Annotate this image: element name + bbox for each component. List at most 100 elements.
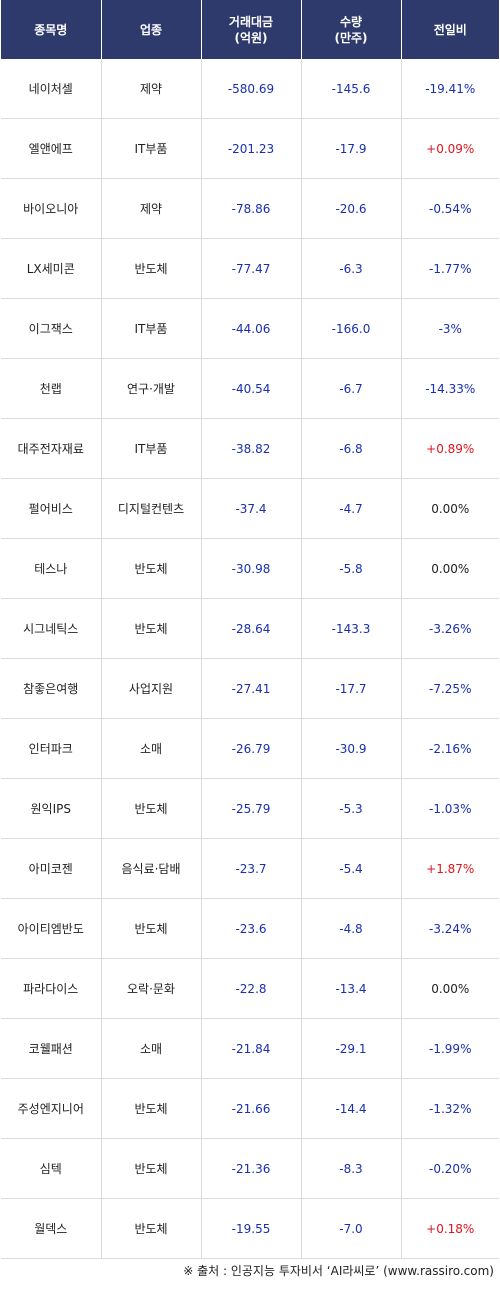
stock-name: 네이처셀 bbox=[1, 59, 102, 119]
trade-amount: -38.82 bbox=[201, 418, 302, 479]
table-row: 코웰패션 소매 -21.84 -29.1 -1.99% bbox=[1, 1018, 499, 1079]
stock-name: 펄어비스 bbox=[1, 478, 102, 539]
stock-sector: 제약 bbox=[101, 59, 202, 119]
trade-amount: -78.86 bbox=[201, 178, 302, 239]
trade-volume: -143.3 bbox=[301, 598, 402, 659]
stock-sector: 소매 bbox=[101, 718, 202, 779]
header-stock-name: 종목명 bbox=[1, 0, 102, 59]
table-row: 펄어비스 디지털컨텐츠 -37.4 -4.7 0.00% bbox=[1, 478, 499, 539]
trade-amount: -26.79 bbox=[201, 718, 302, 779]
trade-volume: -6.3 bbox=[301, 238, 402, 299]
trade-volume: -14.4 bbox=[301, 1078, 402, 1139]
table-row: 네이처셀 제약 -580.69 -145.6 -19.41% bbox=[1, 59, 499, 119]
trade-amount: -27.41 bbox=[201, 658, 302, 719]
table-row: LX세미콘 반도체 -77.47 -6.3 -1.77% bbox=[1, 238, 499, 299]
trade-amount: -23.6 bbox=[201, 898, 302, 959]
table-row: 인터파크 소매 -26.79 -30.9 -2.16% bbox=[1, 718, 499, 779]
change-rate: 0.00% bbox=[401, 958, 499, 1019]
trade-amount: -21.84 bbox=[201, 1018, 302, 1079]
stock-sector: IT부품 bbox=[101, 118, 202, 179]
stock-name: 코웰패션 bbox=[1, 1018, 102, 1079]
trade-volume: -20.6 bbox=[301, 178, 402, 239]
stock-sector: 반도체 bbox=[101, 598, 202, 659]
header-stock-name-label: 종목명 bbox=[34, 22, 68, 37]
stock-table: 종목명 업종 거래대금 (억원) 수량 (만주) 전일비 네이처셀 제약 -580.… bbox=[1, 0, 499, 1259]
change-rate: -2.16% bbox=[401, 718, 499, 779]
change-rate: -0.20% bbox=[401, 1138, 499, 1199]
stock-sector: 반도체 bbox=[101, 1078, 202, 1139]
header-trade-amount: 거래대금 (억원) bbox=[201, 0, 302, 59]
trade-amount: -37.4 bbox=[201, 478, 302, 539]
header-change-rate: 전일비 bbox=[401, 0, 499, 59]
trade-amount: -21.36 bbox=[201, 1138, 302, 1199]
change-rate: -1.99% bbox=[401, 1018, 499, 1079]
change-rate: 0.00% bbox=[401, 538, 499, 599]
trade-amount: -23.7 bbox=[201, 838, 302, 899]
stock-name: 참좋은여행 bbox=[1, 658, 102, 719]
stock-name: 원익IPS bbox=[1, 778, 102, 839]
trade-volume: -7.0 bbox=[301, 1198, 402, 1259]
stock-sector: 반도체 bbox=[101, 538, 202, 599]
table-row: 대주전자재료 IT부품 -38.82 -6.8 +0.89% bbox=[1, 418, 499, 479]
stock-sector: 반도체 bbox=[101, 1198, 202, 1259]
trade-volume: -8.3 bbox=[301, 1138, 402, 1199]
trade-volume: -29.1 bbox=[301, 1018, 402, 1079]
stock-sector: 소매 bbox=[101, 1018, 202, 1079]
stock-name: 대주전자재료 bbox=[1, 418, 102, 479]
table-row: 엘앤에프 IT부품 -201.23 -17.9 +0.09% bbox=[1, 118, 499, 179]
stock-name: 테스나 bbox=[1, 538, 102, 599]
stock-name: 인터파크 bbox=[1, 718, 102, 779]
header-sector: 업종 bbox=[101, 0, 202, 59]
stock-sector: 반도체 bbox=[101, 778, 202, 839]
source-footnote: ※ 출처 : 인공지능 투자비서 ‘AI라씨로’ (www.rassiro.co… bbox=[183, 1264, 494, 1278]
trade-amount: -201.23 bbox=[201, 118, 302, 179]
trade-amount: -40.54 bbox=[201, 358, 302, 419]
stock-name: 엘앤에프 bbox=[1, 118, 102, 179]
change-rate: +0.09% bbox=[401, 118, 499, 179]
change-rate: -19.41% bbox=[401, 59, 499, 119]
stock-sector: 연구·개발 bbox=[101, 358, 202, 419]
stock-sector: IT부품 bbox=[101, 298, 202, 359]
change-rate: +0.18% bbox=[401, 1198, 499, 1259]
stock-sector: 제약 bbox=[101, 178, 202, 239]
change-rate: +0.89% bbox=[401, 418, 499, 479]
stock-name: 바이오니아 bbox=[1, 178, 102, 239]
stock-sector: 오락·문화 bbox=[101, 958, 202, 1019]
table-row: 원익IPS 반도체 -25.79 -5.3 -1.03% bbox=[1, 778, 499, 839]
trade-volume: -17.7 bbox=[301, 658, 402, 719]
trade-volume: -6.7 bbox=[301, 358, 402, 419]
stock-name: 파라다이스 bbox=[1, 958, 102, 1019]
trade-volume: -6.8 bbox=[301, 418, 402, 479]
header-volume-label: 수량 bbox=[339, 14, 363, 29]
table-row: 아미코젠 음식료·담배 -23.7 -5.4 +1.87% bbox=[1, 838, 499, 899]
trade-amount: -28.64 bbox=[201, 598, 302, 659]
stock-sector: 사업지원 bbox=[101, 658, 202, 719]
table-row: 바이오니아 제약 -78.86 -20.6 -0.54% bbox=[1, 178, 499, 239]
trade-amount: -30.98 bbox=[201, 538, 302, 599]
stock-sector: 반도체 bbox=[101, 1138, 202, 1199]
stock-sector: 반도체 bbox=[101, 238, 202, 299]
trade-volume: -5.4 bbox=[301, 838, 402, 899]
change-rate: 0.00% bbox=[401, 478, 499, 539]
change-rate: -1.32% bbox=[401, 1078, 499, 1139]
header-volume: 수량 (만주) bbox=[301, 0, 402, 59]
stock-name: LX세미콘 bbox=[1, 238, 102, 299]
change-rate: +1.87% bbox=[401, 838, 499, 899]
change-rate: -14.33% bbox=[401, 358, 499, 419]
stock-name: 아이티엠반도 bbox=[1, 898, 102, 959]
trade-amount: -580.69 bbox=[201, 59, 302, 119]
table-header: 종목명 업종 거래대금 (억원) 수량 (만주) 전일비 bbox=[1, 0, 499, 59]
header-trade-amount-label: 거래대금 bbox=[228, 14, 274, 29]
table-body: 네이처셀 제약 -580.69 -145.6 -19.41% 엘앤에프 IT부품 -201.… bbox=[1, 59, 499, 1259]
header-volume-unit: (만주) bbox=[334, 30, 368, 45]
table-row: 시그네틱스 반도체 -28.64 -143.3 -3.26% bbox=[1, 598, 499, 659]
header-row: 종목명 업종 거래대금 (억원) 수량 (만주) 전일비 bbox=[1, 0, 499, 59]
header-sector-label: 업종 bbox=[139, 22, 163, 37]
change-rate: -0.54% bbox=[401, 178, 499, 239]
change-rate: -3.24% bbox=[401, 898, 499, 959]
stock-name: 주성엔지니어 bbox=[1, 1078, 102, 1139]
table-row: 파라다이스 오락·문화 -22.8 -13.4 0.00% bbox=[1, 958, 499, 1019]
trade-amount: -44.06 bbox=[201, 298, 302, 359]
stock-name: 이그잭스 bbox=[1, 298, 102, 359]
